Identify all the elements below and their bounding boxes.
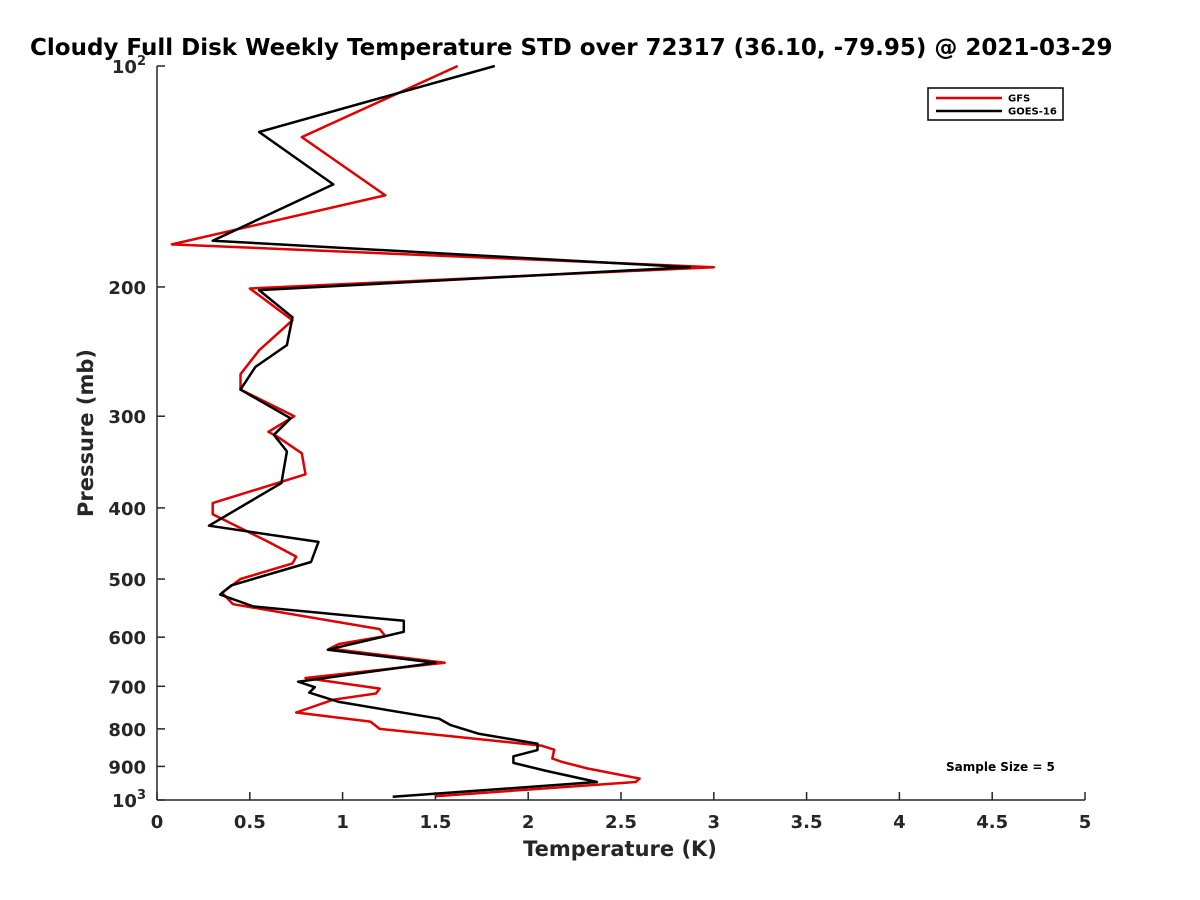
y-tick-label: 600 xyxy=(108,628,146,649)
x-tick-label: 2.5 xyxy=(605,812,637,833)
chart-title: Cloudy Full Disk Weekly Temperature STD … xyxy=(30,35,1113,61)
sample-size-annotation: Sample Size = 5 xyxy=(946,760,1055,774)
x-tick-label: 3.5 xyxy=(791,812,823,833)
legend: GFS GOES-16 xyxy=(927,87,1064,121)
y-tick-label: 900 xyxy=(108,757,146,778)
x-axis: 0 0.5 1 1.5 2 2.5 3 3.5 4 4.5 5 xyxy=(151,792,1092,833)
legend-label-goes-16: GOES-16 xyxy=(1008,107,1057,118)
y-tick-label: 400 xyxy=(108,499,146,520)
legend-label-gfs: GFS xyxy=(1008,94,1030,105)
y-tick-label: 800 xyxy=(108,720,146,741)
series-line-gfs xyxy=(170,64,716,798)
y-tick-label: 103 xyxy=(112,788,146,812)
x-tick-label: 0 xyxy=(151,812,164,833)
x-tick-label: 2 xyxy=(522,812,535,833)
x-tick-label: 4.5 xyxy=(976,812,1008,833)
x-tick-label: 0.5 xyxy=(234,812,266,833)
series-line-goes-16 xyxy=(207,64,691,799)
y-axis-label: Pressure (mb) xyxy=(74,349,98,517)
y-tick-label: 500 xyxy=(108,570,146,591)
legend-box xyxy=(927,87,1064,121)
x-tick-label: 1 xyxy=(336,812,349,833)
x-tick-label: 1.5 xyxy=(419,812,451,833)
y-tick-label: 300 xyxy=(108,407,146,428)
x-axis-label: Temperature (K) xyxy=(523,837,717,861)
y-tick-label: 102 xyxy=(112,54,146,78)
y-tick-label: 200 xyxy=(108,278,146,299)
y-axis: 102 200 300 400 500 600 700 800 900 103 xyxy=(108,54,165,812)
x-tick-label: 3 xyxy=(708,812,721,833)
plot-series xyxy=(170,64,716,799)
x-tick-label: 4 xyxy=(893,812,906,833)
x-tick-label: 5 xyxy=(1079,812,1092,833)
y-tick-label: 700 xyxy=(108,677,146,698)
